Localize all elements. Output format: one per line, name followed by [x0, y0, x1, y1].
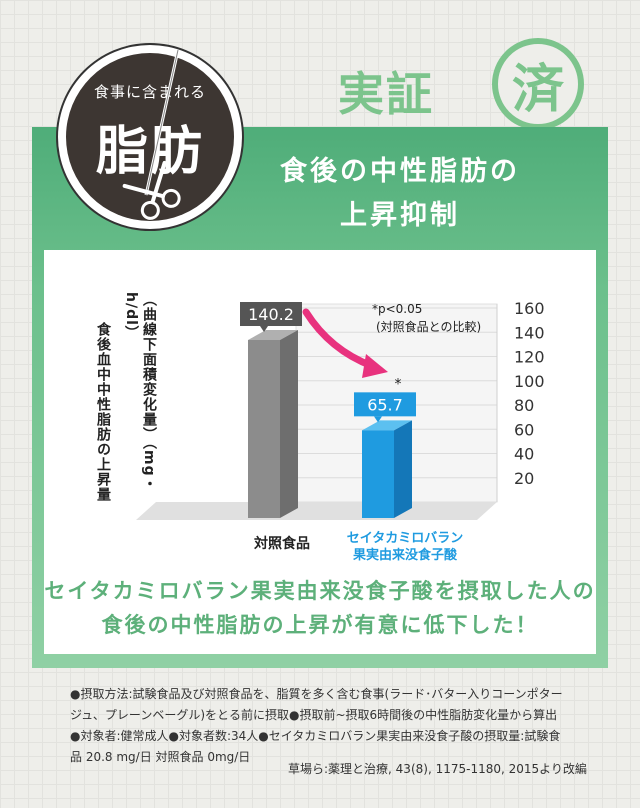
- y-axis-label: （曲線下面積変化量）（mg・h/dl） 食後血中中性脂肪の上昇量: [90, 292, 157, 522]
- y-tick-label: 120: [514, 348, 545, 367]
- y-axis-label-line1: 食後血中中性脂肪の上昇量: [95, 322, 111, 502]
- bar-top: [248, 330, 298, 341]
- fat-badge: 食事に含まれる 脂肪: [58, 45, 242, 229]
- value-label: 65.7: [367, 395, 403, 414]
- footnote-line3: ●対象者:健常成人●対象者数:34人●セイタカミロバラン果実由来没食子酸の摂取量…: [70, 729, 561, 743]
- footnote-line2: ジュ、プレーンベーグル)をとる前に摂取●摂取前~摂取6時間後の中性脂肪変化量から…: [70, 708, 558, 722]
- significance-note: *p<0.05: [372, 302, 422, 316]
- value-label-pointer: [260, 326, 268, 333]
- reduction-arrow: [302, 308, 376, 370]
- footnote-line4: 品 20.8 mg/日 対照食品 0mg/日: [70, 750, 251, 764]
- value-label-pointer: [374, 416, 382, 423]
- stamp-circle: 済: [492, 38, 584, 130]
- stamp-circle-char: 済: [511, 59, 564, 120]
- bar-top: [362, 420, 412, 431]
- x-category-label: セイタカミロバラン: [347, 531, 463, 546]
- significance-note-detail: (対照食品との比較): [376, 319, 481, 334]
- footnote-line1: ●摂取方法:試験食品及び対照食品を、脂質を多く含む食事(ラード･バター入りコーン…: [70, 687, 563, 701]
- x-category-label: 対照食品: [253, 535, 310, 552]
- value-label: 140.2: [248, 305, 294, 324]
- headline-line1: 食後の中性脂肪の: [280, 156, 520, 187]
- y-tick-label: 40: [514, 445, 534, 464]
- source-citation: 草場ら:薬理と治療, 43(8), 1175-1180, 2015より改編: [288, 762, 587, 776]
- y-tick-label: 140: [514, 323, 545, 342]
- bar: [362, 430, 394, 518]
- y-tick-label: 100: [514, 372, 545, 391]
- conclusion-line2: 食後の中性脂肪の上昇が有意に低下した！: [101, 613, 539, 637]
- chart-floor: [136, 502, 497, 520]
- y-axis-label-line2: （曲線下面積変化量）（mg・h/dl）: [123, 292, 157, 492]
- y-tick-label: 60: [514, 420, 534, 439]
- y-tick-label: 80: [514, 396, 534, 415]
- conclusion-line1: セイタカミロバラン果実由来没食子酸を摂取した人の: [44, 579, 596, 603]
- x-category-label-line2: 果実由来没食子酸: [352, 547, 458, 563]
- y-tick-label: 20: [514, 469, 534, 488]
- value-label-box: [240, 302, 302, 327]
- bar-side: [394, 420, 412, 518]
- footnote: ●摂取方法:試験食品及び対照食品を、脂質を多く含む食事(ラード･バター入りコーン…: [70, 684, 590, 768]
- stamp-text: 実証: [338, 67, 434, 121]
- significance-marker: *: [395, 376, 402, 392]
- conclusion: セイタカミロバラン果実由来没食子酸を摂取した人の 食後の中性脂肪の上昇が有意に低…: [44, 574, 596, 642]
- value-label-box: [354, 392, 416, 417]
- bar: [248, 340, 280, 518]
- headline: 食後の中性脂肪の 上昇抑制: [210, 150, 590, 238]
- y-tick-label: 160: [514, 299, 545, 318]
- headline-line2: 上昇抑制: [340, 200, 460, 231]
- bar-side: [280, 330, 298, 518]
- reduction-arrowhead: [362, 354, 388, 378]
